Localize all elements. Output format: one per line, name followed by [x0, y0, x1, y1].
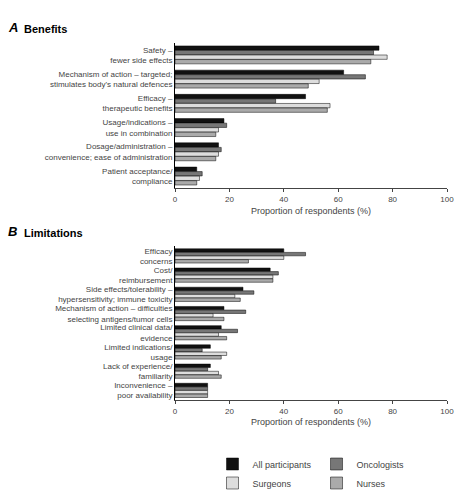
svg-text:Efficacy –therapeutic benefits: Efficacy –therapeutic benefits [103, 94, 173, 113]
svg-text:60: 60 [334, 407, 343, 416]
svg-text:Side effects/tolerability –hyp: Side effects/tolerability –hypersensitiv… [58, 285, 173, 304]
svg-text:Usage/indications –use in comb: Usage/indications –use in combination [103, 118, 173, 137]
svg-text:Surgeons: Surgeons [253, 479, 292, 489]
svg-text:Patient acceptance/compliance: Patient acceptance/compliance [102, 167, 173, 186]
svg-text:0: 0 [173, 195, 178, 204]
svg-text:Inconvenience –poor availabili: Inconvenience –poor availability [114, 381, 173, 400]
svg-text:B: B [8, 224, 17, 239]
svg-text:A: A [8, 20, 18, 35]
svg-text:Safety –fewer side effects: Safety –fewer side effects [110, 45, 173, 64]
svg-text:Proportion of respondents (%): Proportion of respondents (%) [251, 206, 371, 216]
svg-text:Oncologists: Oncologists [357, 460, 405, 470]
svg-text:100: 100 [440, 195, 454, 204]
svg-text:Mechanism of action – difficul: Mechanism of action – difficultiesselect… [55, 304, 172, 323]
svg-text:40: 40 [279, 407, 288, 416]
svg-text:Cost/reimbursement: Cost/reimbursement [119, 266, 173, 285]
svg-text:Proportion of respondents (%): Proportion of respondents (%) [251, 417, 371, 427]
svg-text:60: 60 [334, 195, 343, 204]
svg-text:80: 80 [388, 195, 397, 204]
svg-text:All participants: All participants [253, 460, 312, 470]
svg-text:Mechanism of action – targeted: Mechanism of action – targeted;stimulate… [50, 70, 172, 89]
svg-text:20: 20 [225, 407, 234, 416]
svg-text:100: 100 [440, 407, 454, 416]
svg-text:Efficacyconcerns: Efficacyconcerns [140, 247, 172, 266]
svg-text:Limited clinical data/evidence: Limited clinical data/evidence [100, 323, 173, 342]
svg-text:Benefits: Benefits [24, 23, 67, 35]
svg-text:0: 0 [173, 407, 178, 416]
svg-text:Lack of experience/familiarity: Lack of experience/familiarity [103, 362, 173, 381]
svg-text:Limited indications/usage: Limited indications/usage [104, 343, 173, 362]
svg-text:20: 20 [225, 195, 234, 204]
svg-text:Limitations: Limitations [24, 227, 83, 239]
svg-text:Nurses: Nurses [357, 479, 386, 489]
svg-text:Dosage/administration –conveni: Dosage/administration –convenience; ease… [45, 142, 173, 161]
svg-text:80: 80 [388, 407, 397, 416]
svg-text:40: 40 [279, 195, 288, 204]
